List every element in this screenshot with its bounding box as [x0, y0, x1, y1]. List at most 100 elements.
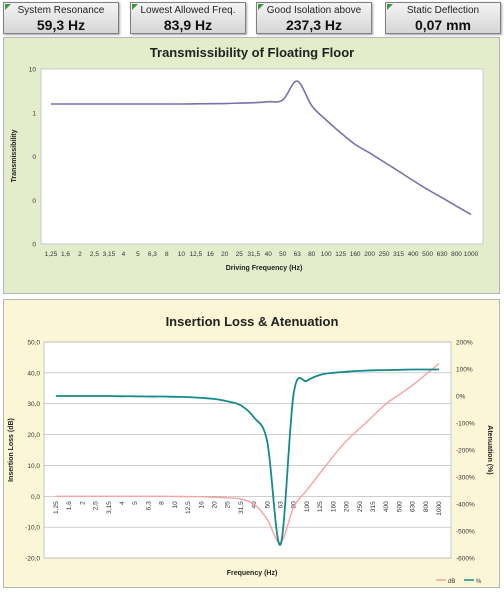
x-tick-label: 160 [330, 501, 337, 512]
insertion-loss-chart-panel: Insertion Loss & Atenuation Frequency (H… [3, 299, 500, 588]
y2-tick-label: -200% [456, 448, 475, 455]
y2-tick-label: -600% [456, 556, 475, 563]
x-tick-label: 4 [119, 501, 126, 505]
x-tick-label: 6,3 [145, 501, 152, 510]
x-tick-label: 1,6 [66, 501, 73, 510]
metric-label: System Resonance [17, 5, 105, 16]
x-tick-label: 315 [393, 251, 404, 258]
x-tick-label: 2,5 [90, 251, 99, 258]
y-tick-label: 0 [32, 242, 36, 249]
x-tick-label: 25 [225, 501, 232, 509]
y2-tick-label: -100% [456, 421, 475, 428]
y2-tick-label: 0% [456, 394, 466, 401]
metric-card-lowest-freq: Lowest Allowed Freq. 83,9 Hz [130, 2, 246, 34]
indicator-triangle-icon [132, 4, 138, 10]
transmissibility-chart-panel: Transmissibility of Floating Floor Drivi… [3, 37, 500, 294]
x-tick-label: 200 [344, 501, 351, 512]
x-tick-label: 100 [321, 251, 332, 258]
x-tick-label: 250 [379, 251, 390, 258]
y-tick-label: 40,0 [27, 370, 40, 377]
x-tick-label: 63 [278, 501, 285, 509]
x-tick-label: 630 [410, 501, 417, 512]
y-tick-label: 10 [29, 67, 37, 74]
metric-value: 59,3 Hz [36, 17, 86, 33]
x-tick-label: 31,5 [247, 251, 260, 258]
series-line-db [56, 363, 440, 544]
x-tick-label: 1000 [464, 251, 479, 258]
metric-card-resonance: System Resonance 59,3 Hz [3, 2, 119, 34]
x-tick-label: 2 [79, 501, 86, 505]
x-tick-label: 10 [172, 501, 179, 509]
x-tick-label: 315 [370, 501, 377, 512]
x-tick-label: 16 [198, 501, 205, 509]
x-tick-label: 4 [122, 251, 126, 258]
x-tick-label: 63 [294, 251, 302, 258]
x-tick-label: 200 [364, 251, 375, 258]
x-tick-label: 31,5 [238, 501, 245, 514]
x-tick-label: 800 [423, 501, 430, 512]
y2-axis-title: Atenuation (%) [486, 425, 493, 474]
x-tick-label: 50 [279, 251, 287, 258]
plot-area [40, 68, 484, 245]
series-line-percent [55, 368, 439, 546]
x-tick-label: 2,5 [93, 501, 100, 510]
y2-tick-label: 100% [456, 367, 473, 374]
metric-value: 237,3 Hz [285, 17, 343, 33]
x-tick-label: 1000 [436, 501, 443, 516]
x-tick-label: 100 [304, 501, 311, 512]
y2-tick-label: -400% [456, 502, 475, 509]
x-tick-label: 1,6 [61, 251, 70, 258]
y-tick-label: 0 [32, 154, 36, 161]
metric-label: Good Isolation above [266, 5, 362, 16]
x-tick-label: 5 [132, 501, 139, 505]
x-tick-label: 20 [221, 251, 229, 258]
x-tick-label: 8 [159, 501, 166, 505]
plot-area [43, 341, 452, 559]
series-line-transmissibility [51, 80, 472, 216]
x-axis-title: Frequency (Hz) [227, 570, 278, 577]
metric-label: Lowest Allowed Freq. [140, 5, 236, 16]
x-tick-label: 2 [78, 251, 82, 258]
y-tick-label: 1 [32, 110, 36, 117]
y-tick-label: 10,0 [27, 463, 40, 470]
metric-card-static-deflection: Static Deflection 0,07 mm [385, 2, 501, 34]
legend-label-db: dB [448, 579, 455, 585]
x-tick-label: 12,5 [189, 251, 202, 258]
x-tick-label: 50 [264, 501, 271, 509]
x-tick-label: 125 [317, 501, 324, 512]
x-tick-label: 125 [335, 251, 346, 258]
y-tick-label: 0,0 [31, 494, 40, 501]
transmissibility-chart: Transmissibility of Floating Floor Drivi… [11, 45, 484, 272]
x-tick-label: 16 [207, 251, 215, 258]
legend-label-percent: % [476, 579, 482, 585]
x-tick-label: 400 [408, 251, 419, 258]
x-tick-label: 25 [236, 251, 244, 258]
y2-tick-label: 200% [456, 340, 473, 347]
x-tick-label: 500 [396, 501, 403, 512]
x-tick-label: 80 [308, 251, 316, 258]
x-tick-label: 160 [350, 251, 361, 258]
x-tick-label: 500 [422, 251, 433, 258]
x-tick-label: 630 [437, 251, 448, 258]
x-tick-label: 1,25 [45, 251, 58, 258]
chart-title: Insertion Loss & Atenuation [166, 314, 339, 329]
indicator-triangle-icon [387, 4, 393, 10]
y-tick-label: 30,0 [27, 401, 40, 408]
indicator-triangle-icon [5, 4, 11, 10]
insertion-loss-chart: Insertion Loss & Atenuation Frequency (H… [8, 314, 493, 585]
x-tick-label: 1,25 [53, 501, 60, 514]
y-tick-label: 20,0 [27, 432, 40, 439]
chart-title: Transmissibility of Floating Floor [150, 45, 354, 60]
x-tick-label: 20 [211, 501, 218, 509]
x-tick-label: 800 [451, 251, 462, 258]
x-tick-label: 5 [136, 251, 140, 258]
y-axis-title: Transmissibility [11, 129, 18, 182]
x-tick-label: 10 [178, 251, 186, 258]
y-tick-label: 50,0 [27, 340, 40, 347]
x-tick-label: 12,5 [185, 501, 192, 514]
metric-value: 0,07 mm [414, 17, 472, 33]
x-tick-label: 3,15 [103, 251, 116, 258]
x-tick-label: 400 [383, 501, 390, 512]
y-tick-label: -10,0 [25, 525, 40, 532]
metric-label: Static Deflection [406, 5, 480, 16]
